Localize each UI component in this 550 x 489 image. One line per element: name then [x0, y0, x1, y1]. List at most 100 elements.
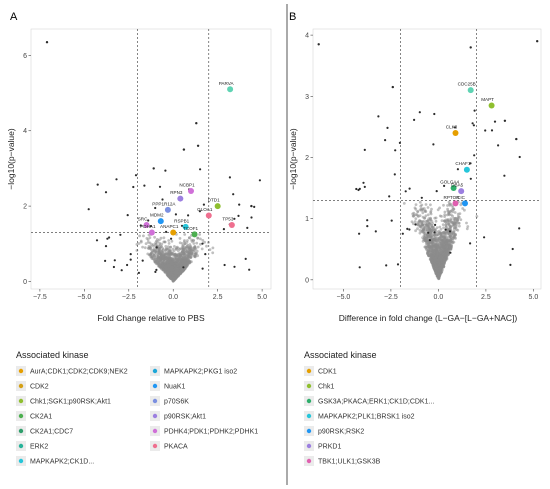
data-point: [366, 219, 369, 222]
data-point: [423, 209, 427, 213]
data-point: [104, 191, 108, 194]
data-point: [414, 213, 418, 217]
panel-b-thresholds: [313, 29, 541, 289]
data-point: [161, 264, 164, 268]
data-point: [202, 203, 205, 206]
data-point: [173, 245, 176, 248]
point-label: GLOA1: [197, 207, 213, 212]
data-point: [417, 215, 420, 218]
data-point: [449, 202, 453, 206]
data-point: [188, 255, 192, 259]
legend-swatch: [152, 428, 158, 434]
data-point: [205, 244, 208, 248]
data-point: [435, 190, 438, 193]
data-point: [443, 219, 447, 223]
data-point: [448, 225, 452, 228]
data-point: [455, 228, 458, 232]
data-point: [432, 267, 436, 270]
data-point: [466, 225, 470, 228]
data-point: [174, 274, 178, 277]
highlighted-point: [148, 229, 155, 236]
y-tick-label: 0: [305, 277, 309, 284]
data-point: [452, 207, 456, 211]
data-point: [129, 253, 132, 256]
data-point: [509, 263, 512, 266]
data-point: [104, 245, 108, 248]
data-point: [164, 252, 168, 256]
data-point: [358, 187, 361, 190]
data-point: [437, 269, 440, 273]
data-point: [171, 258, 175, 261]
data-point: [461, 207, 465, 210]
data-point: [447, 222, 451, 226]
data-point: [188, 245, 191, 249]
highlighted-point: [458, 188, 465, 195]
highlighted-point: [170, 229, 177, 236]
data-point: [147, 219, 150, 222]
data-point: [161, 198, 164, 201]
data-point: [432, 249, 435, 252]
data-point: [148, 253, 152, 257]
data-point: [448, 243, 452, 247]
data-point: [447, 219, 451, 223]
data-point: [442, 226, 445, 230]
data-point: [184, 264, 188, 268]
x-tick-label: 2.5: [213, 294, 223, 301]
data-point: [168, 255, 172, 259]
data-point: [443, 245, 447, 249]
data-point: [434, 265, 438, 268]
point-label: RPTOR: [444, 195, 461, 200]
data-point: [153, 235, 157, 239]
highlighted-point: [488, 102, 495, 109]
data-point: [449, 241, 452, 244]
data-point: [451, 214, 454, 218]
data-point: [170, 239, 174, 243]
data-point: [471, 122, 474, 125]
data-point: [396, 263, 400, 266]
data-point: [497, 144, 500, 147]
data-point: [171, 247, 175, 251]
data-point: [411, 214, 415, 218]
x-tick-label: −2.5: [384, 294, 398, 301]
data-point: [384, 139, 387, 142]
highlighted-point: [177, 195, 184, 202]
data-point: [441, 257, 444, 260]
highlighted-point: [463, 166, 470, 173]
data-point: [414, 223, 417, 226]
highlighted-point: [462, 200, 468, 207]
data-point: [199, 237, 202, 241]
data-point: [443, 213, 447, 217]
data-point: [420, 196, 423, 199]
data-point: [169, 245, 173, 249]
y-tick-label: 6: [23, 53, 27, 60]
data-point: [158, 185, 162, 188]
data-point: [473, 154, 476, 157]
point-label: CLK3: [446, 125, 458, 130]
data-point: [446, 235, 450, 239]
data-point: [165, 230, 168, 233]
data-point: [421, 211, 425, 215]
data-point: [412, 211, 416, 215]
data-point: [182, 266, 185, 269]
highlighted-point: [452, 130, 459, 136]
data-point: [143, 246, 147, 250]
data-point: [452, 230, 455, 234]
data-point: [483, 236, 486, 239]
data-point: [438, 206, 441, 210]
data-point: [453, 218, 457, 222]
outlier-point: [45, 41, 49, 44]
data-point: [150, 251, 154, 254]
point-label: CDC25B: [458, 82, 476, 87]
data-point: [186, 239, 189, 242]
data-point: [184, 249, 188, 252]
data-point: [362, 181, 365, 184]
data-point: [179, 262, 183, 266]
data-point: [176, 259, 180, 263]
data-point: [173, 265, 177, 268]
data-point: [156, 262, 160, 266]
data-point: [433, 262, 437, 265]
data-point: [204, 253, 207, 256]
data-point: [406, 227, 409, 230]
data-point: [426, 213, 430, 217]
legend-label: MAPKAPK2;PKG1 iso2: [164, 369, 237, 376]
